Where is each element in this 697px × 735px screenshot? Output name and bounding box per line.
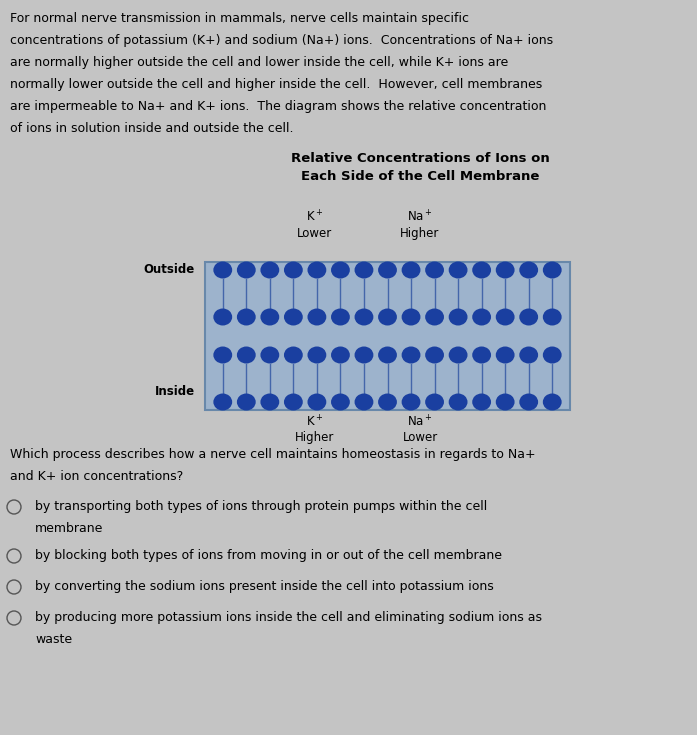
Ellipse shape xyxy=(284,393,302,411)
Text: by transporting both types of ions through protein pumps within the cell: by transporting both types of ions throu… xyxy=(35,500,487,513)
Text: Na$^+$
Lower: Na$^+$ Lower xyxy=(402,414,438,444)
Bar xyxy=(205,262,570,410)
Ellipse shape xyxy=(213,309,232,326)
Text: Na$^+$
Higher: Na$^+$ Higher xyxy=(400,209,440,240)
Ellipse shape xyxy=(401,262,420,279)
Ellipse shape xyxy=(237,309,256,326)
Ellipse shape xyxy=(449,393,468,411)
Ellipse shape xyxy=(473,346,491,364)
Text: Inside: Inside xyxy=(155,385,195,398)
Text: of ions in solution inside and outside the cell.: of ions in solution inside and outside t… xyxy=(10,122,293,135)
Ellipse shape xyxy=(307,262,326,279)
Ellipse shape xyxy=(237,262,256,279)
Ellipse shape xyxy=(449,309,468,326)
Ellipse shape xyxy=(401,309,420,326)
Ellipse shape xyxy=(307,309,326,326)
Ellipse shape xyxy=(261,309,279,326)
Text: by producing more potassium ions inside the cell and eliminating sodium ions as: by producing more potassium ions inside … xyxy=(35,611,542,624)
Ellipse shape xyxy=(449,262,468,279)
Ellipse shape xyxy=(378,393,397,411)
Ellipse shape xyxy=(519,262,538,279)
Ellipse shape xyxy=(284,309,302,326)
Ellipse shape xyxy=(425,309,444,326)
Text: For normal nerve transmission in mammals, nerve cells maintain specific: For normal nerve transmission in mammals… xyxy=(10,12,469,25)
Ellipse shape xyxy=(331,309,350,326)
Text: waste: waste xyxy=(35,633,72,646)
Ellipse shape xyxy=(543,309,562,326)
Ellipse shape xyxy=(496,309,514,326)
Ellipse shape xyxy=(543,393,562,411)
Text: by converting the sodium ions present inside the cell into potassium ions: by converting the sodium ions present in… xyxy=(35,580,493,593)
Text: normally lower outside the cell and higher inside the cell.  However, cell membr: normally lower outside the cell and high… xyxy=(10,78,542,91)
Ellipse shape xyxy=(213,262,232,279)
Ellipse shape xyxy=(449,346,468,364)
Ellipse shape xyxy=(425,262,444,279)
Ellipse shape xyxy=(543,346,562,364)
Ellipse shape xyxy=(519,309,538,326)
Ellipse shape xyxy=(355,346,374,364)
Text: K$^+$
Lower: K$^+$ Lower xyxy=(298,209,332,240)
Ellipse shape xyxy=(355,309,374,326)
Text: Relative Concentrations of Ions on
Each Side of the Cell Membrane: Relative Concentrations of Ions on Each … xyxy=(291,152,549,183)
Text: are impermeable to Na+ and K+ ions.  The diagram shows the relative concentratio: are impermeable to Na+ and K+ ions. The … xyxy=(10,100,546,113)
Ellipse shape xyxy=(519,393,538,411)
Ellipse shape xyxy=(237,346,256,364)
Text: K$^+$
Higher: K$^+$ Higher xyxy=(296,414,335,444)
Ellipse shape xyxy=(543,262,562,279)
Ellipse shape xyxy=(425,393,444,411)
Ellipse shape xyxy=(473,393,491,411)
Ellipse shape xyxy=(213,393,232,411)
Text: Outside: Outside xyxy=(144,263,195,276)
Ellipse shape xyxy=(261,393,279,411)
Ellipse shape xyxy=(331,393,350,411)
Ellipse shape xyxy=(237,393,256,411)
Ellipse shape xyxy=(307,393,326,411)
Text: membrane: membrane xyxy=(35,522,103,535)
Text: Which process describes how a nerve cell maintains homeostasis in regards to Na+: Which process describes how a nerve cell… xyxy=(10,448,535,461)
Text: concentrations of potassium (K+) and sodium (Na+) ions.  Concentrations of Na+ i: concentrations of potassium (K+) and sod… xyxy=(10,34,553,47)
Ellipse shape xyxy=(378,262,397,279)
Ellipse shape xyxy=(496,262,514,279)
Ellipse shape xyxy=(378,346,397,364)
Ellipse shape xyxy=(284,346,302,364)
Text: are normally higher outside the cell and lower inside the cell, while K+ ions ar: are normally higher outside the cell and… xyxy=(10,56,508,69)
Ellipse shape xyxy=(425,346,444,364)
Ellipse shape xyxy=(261,346,279,364)
Ellipse shape xyxy=(261,262,279,279)
Ellipse shape xyxy=(401,393,420,411)
Ellipse shape xyxy=(473,262,491,279)
Text: by blocking both types of ions from moving in or out of the cell membrane: by blocking both types of ions from movi… xyxy=(35,549,502,562)
Ellipse shape xyxy=(355,393,374,411)
Ellipse shape xyxy=(401,346,420,364)
Ellipse shape xyxy=(355,262,374,279)
Ellipse shape xyxy=(519,346,538,364)
Ellipse shape xyxy=(473,309,491,326)
Ellipse shape xyxy=(331,262,350,279)
Ellipse shape xyxy=(213,346,232,364)
Ellipse shape xyxy=(331,346,350,364)
Ellipse shape xyxy=(496,346,514,364)
Ellipse shape xyxy=(378,309,397,326)
Ellipse shape xyxy=(307,346,326,364)
Ellipse shape xyxy=(496,393,514,411)
Text: and K+ ion concentrations?: and K+ ion concentrations? xyxy=(10,470,183,483)
Ellipse shape xyxy=(284,262,302,279)
